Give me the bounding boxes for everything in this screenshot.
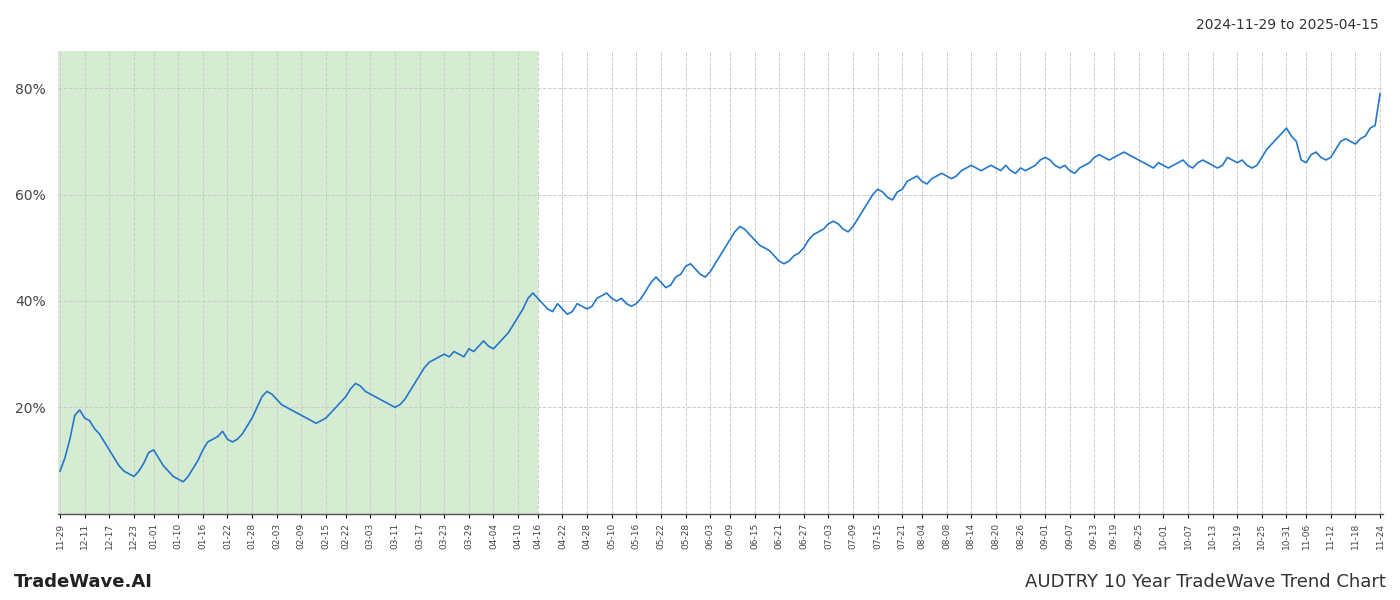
Text: 2024-11-29 to 2025-04-15: 2024-11-29 to 2025-04-15 — [1196, 18, 1379, 32]
Bar — [57, 51, 538, 514]
Text: TradeWave.AI: TradeWave.AI — [14, 573, 153, 591]
Text: AUDTRY 10 Year TradeWave Trend Chart: AUDTRY 10 Year TradeWave Trend Chart — [1025, 573, 1386, 591]
